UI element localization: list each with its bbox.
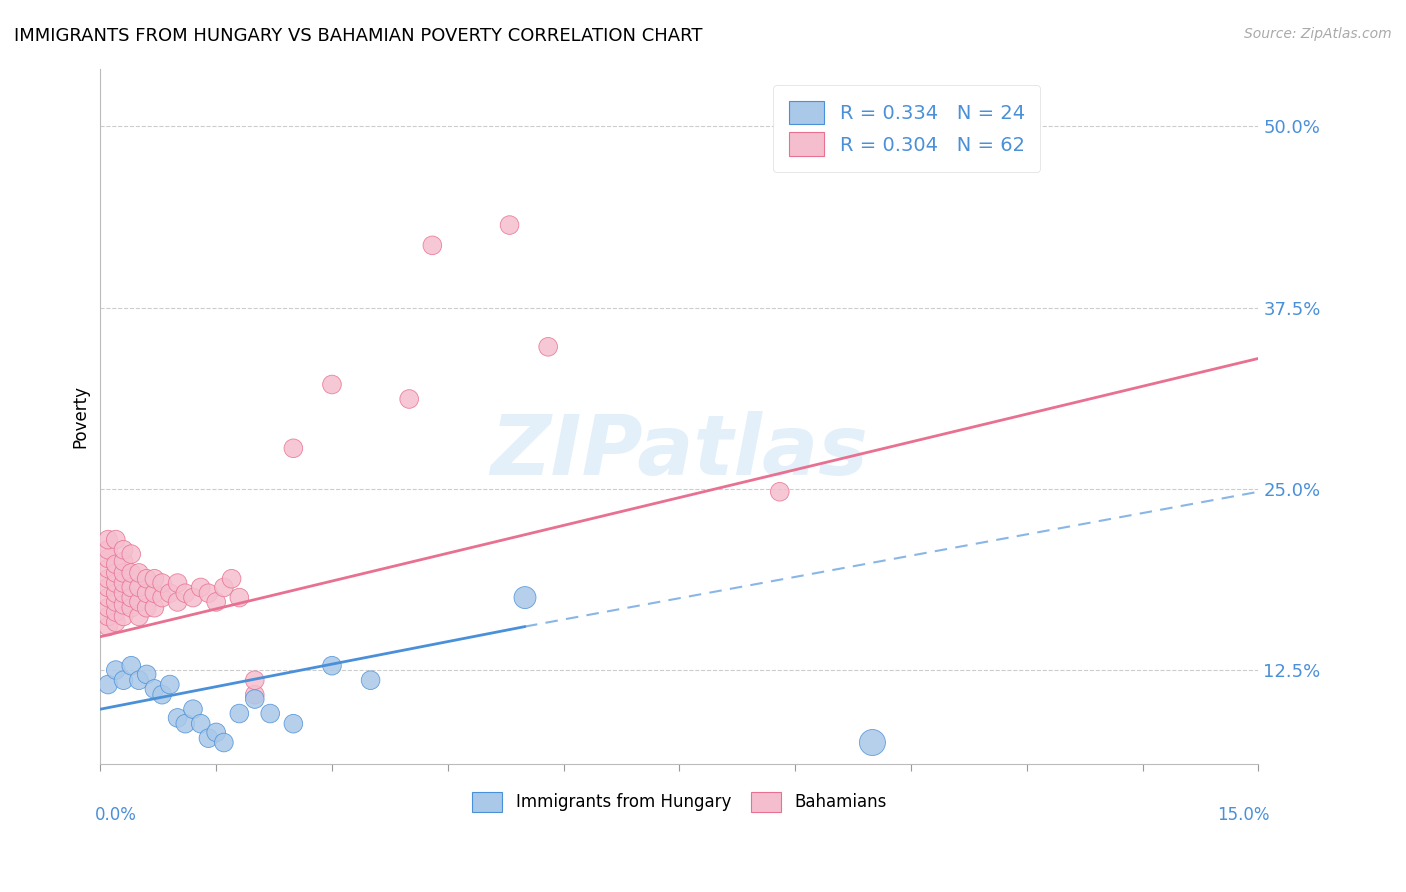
Point: [112, 586, 135, 600]
Point: [398, 392, 420, 406]
Point: [112, 566, 135, 580]
Point: [321, 377, 343, 392]
Point: [513, 591, 536, 605]
Text: 0.0%: 0.0%: [94, 806, 136, 824]
Point: [104, 566, 127, 580]
Point: [128, 609, 150, 624]
Point: [243, 673, 266, 688]
Point: [159, 677, 181, 691]
Point: [128, 581, 150, 595]
Point: [228, 706, 250, 721]
Point: [159, 586, 181, 600]
Point: [112, 609, 135, 624]
Point: [259, 706, 281, 721]
Point: [862, 735, 884, 749]
Point: [283, 442, 305, 456]
Point: [135, 572, 157, 586]
Point: [181, 591, 204, 605]
Point: [104, 576, 127, 591]
Point: [190, 716, 212, 731]
Point: [112, 554, 135, 568]
Point: [104, 605, 127, 619]
Point: [128, 595, 150, 609]
Point: [143, 600, 166, 615]
Point: [97, 619, 120, 633]
Point: [181, 702, 204, 716]
Point: [166, 595, 188, 609]
Point: [150, 591, 173, 605]
Point: [143, 572, 166, 586]
Point: [104, 595, 127, 609]
Point: [283, 716, 305, 731]
Point: [243, 688, 266, 702]
Point: [112, 598, 135, 612]
Point: [112, 576, 135, 591]
Point: [104, 615, 127, 630]
Point: [97, 609, 120, 624]
Point: [360, 673, 382, 688]
Point: [197, 731, 219, 746]
Point: [128, 566, 150, 580]
Point: [104, 663, 127, 677]
Point: [190, 581, 212, 595]
Point: [104, 558, 127, 572]
Point: [143, 681, 166, 696]
Point: [97, 572, 120, 586]
Point: [321, 658, 343, 673]
Point: [120, 591, 142, 605]
Point: [228, 591, 250, 605]
Point: [143, 586, 166, 600]
Point: [205, 595, 228, 609]
Point: [112, 673, 135, 688]
Point: [135, 586, 157, 600]
Point: [135, 667, 157, 681]
Point: [135, 600, 157, 615]
Point: [150, 576, 173, 591]
Text: 15.0%: 15.0%: [1218, 806, 1270, 824]
Point: [97, 561, 120, 575]
Point: [112, 542, 135, 557]
Point: [97, 542, 120, 557]
Point: [166, 576, 188, 591]
Text: Source: ZipAtlas.com: Source: ZipAtlas.com: [1244, 27, 1392, 41]
Point: [769, 484, 792, 499]
Legend: Immigrants from Hungary, Bahamians: Immigrants from Hungary, Bahamians: [465, 785, 893, 819]
Point: [221, 572, 243, 586]
Point: [120, 658, 142, 673]
Point: [120, 547, 142, 561]
Point: [97, 581, 120, 595]
Point: [197, 586, 219, 600]
Point: [212, 735, 235, 749]
Point: [97, 677, 120, 691]
Point: [212, 581, 235, 595]
Y-axis label: Poverty: Poverty: [72, 384, 89, 448]
Text: ZIPatlas: ZIPatlas: [491, 410, 869, 491]
Point: [498, 218, 520, 232]
Point: [174, 716, 197, 731]
Point: [150, 688, 173, 702]
Point: [537, 340, 560, 354]
Point: [166, 711, 188, 725]
Point: [205, 725, 228, 739]
Point: [104, 586, 127, 600]
Point: [97, 600, 120, 615]
Point: [120, 566, 142, 580]
Point: [420, 238, 443, 252]
Point: [97, 551, 120, 566]
Point: [243, 692, 266, 706]
Point: [97, 533, 120, 547]
Text: IMMIGRANTS FROM HUNGARY VS BAHAMIAN POVERTY CORRELATION CHART: IMMIGRANTS FROM HUNGARY VS BAHAMIAN POVE…: [14, 27, 703, 45]
Point: [97, 591, 120, 605]
Point: [104, 533, 127, 547]
Point: [120, 600, 142, 615]
Point: [120, 581, 142, 595]
Point: [128, 673, 150, 688]
Point: [174, 586, 197, 600]
